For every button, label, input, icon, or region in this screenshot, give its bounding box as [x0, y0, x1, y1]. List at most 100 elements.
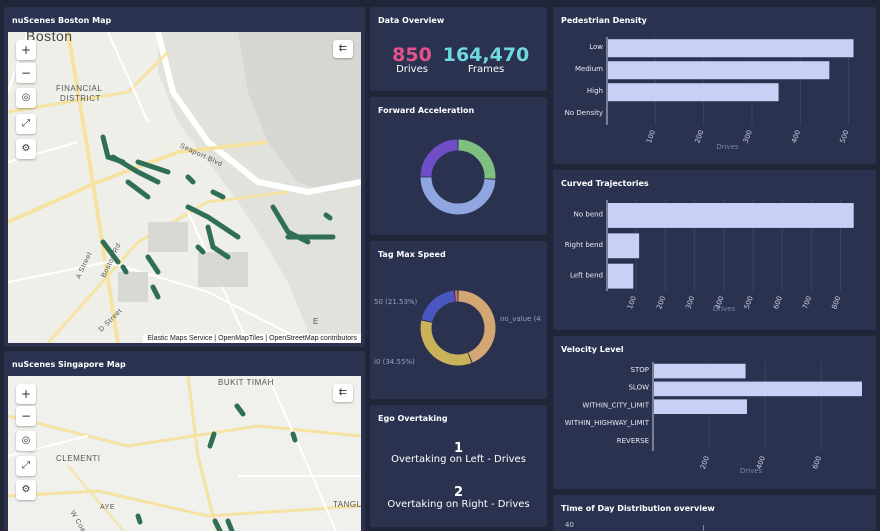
- panel-title: nuScenes Boston Map: [12, 16, 112, 25]
- singapore-map-canvas[interactable]: [8, 376, 361, 531]
- donut-slice[interactable]: [420, 139, 458, 177]
- category-label: WITHIN_HIGHWAY_LIMIT: [565, 419, 650, 427]
- axis-tick-label: 200: [693, 129, 705, 144]
- axis-label: Drives: [740, 467, 763, 475]
- bar[interactable]: [608, 203, 854, 228]
- velocity-level-chart: STOP SLOW WITHIN_CITY_LIMIT WITHIN_HIGHWAY_…: [565, 362, 862, 475]
- bar[interactable]: [608, 83, 779, 102]
- category-label: REVERSE: [617, 437, 649, 445]
- donut-slice[interactable]: [458, 290, 496, 363]
- bar[interactable]: [608, 263, 634, 289]
- panel-title: nuScenes Singapore Map: [12, 360, 126, 369]
- velocity-level-panel: Velocity Level STOP SLOW WITHIN_CITY_LIMIT…: [553, 336, 876, 489]
- bar[interactable]: [654, 381, 862, 397]
- axis-tick-label: 100: [645, 129, 657, 144]
- panel-title: Forward Acceleration: [378, 106, 475, 115]
- forward-acceleration-donut: [420, 139, 496, 215]
- pedestrian-density-chart: Low Medium High No Density 100 200 300 400 500 Dr…: [565, 37, 854, 151]
- pedestrian-density-panel: Pedestrian Density Low Medium High No Densi…: [553, 7, 876, 164]
- attribution-link[interactable]: OpenStreetMap contributors: [269, 335, 357, 342]
- axis-label: Drives: [716, 143, 739, 151]
- boston-map[interactable]: Boston FINANCIAL DISTRICT Seaport Blvd A…: [8, 32, 361, 343]
- layer-toggle-icon[interactable]: ⇇: [333, 384, 353, 402]
- axis-tick-label: 400: [790, 129, 802, 144]
- category-label: No Density: [565, 109, 603, 117]
- category-label: Medium: [575, 65, 603, 73]
- boston-map-canvas[interactable]: [8, 32, 361, 343]
- panel-title: Time of Day Distribution overview: [561, 504, 715, 513]
- category-label: Left bend: [570, 271, 603, 279]
- map-label-area: BUKIT TIMAH: [218, 378, 274, 387]
- axis-tick-label: 600: [772, 295, 784, 310]
- axis-tick-label: 300: [742, 129, 754, 144]
- fullscreen-button[interactable]: ⤢: [16, 114, 36, 134]
- axis-tick-label: 300: [684, 295, 696, 310]
- frames-count: 164,470: [442, 44, 530, 66]
- bar[interactable]: [608, 61, 830, 80]
- panel-title: Velocity Level: [561, 345, 624, 354]
- map-label-city: Boston: [26, 32, 73, 44]
- tools-button[interactable]: ⚙: [16, 139, 36, 159]
- locate-button[interactable]: ◎: [16, 88, 36, 108]
- overtaking-right-label: Overtaking on Right - Drives: [387, 499, 530, 510]
- donut-slice-label: no_value (4: [500, 315, 541, 323]
- tag-max-speed-donut: [420, 290, 496, 366]
- donut-slice-label: i0 (34.55%): [374, 358, 415, 366]
- axis-tick-label: 600: [811, 455, 823, 470]
- axis-tick-label: 40: [565, 521, 574, 529]
- bar[interactable]: [608, 233, 640, 259]
- donut-slice[interactable]: [420, 320, 472, 366]
- donut-slice[interactable]: [421, 290, 456, 323]
- axis-line: [703, 525, 704, 531]
- time-of-day-panel: Time of Day Distribution overview 40: [553, 495, 876, 531]
- overtaking-right-count: 2: [453, 485, 464, 500]
- donut-slice[interactable]: [458, 139, 496, 179]
- tag-max-speed-panel: Tag Max Speed 50 (21.53%) i0 (34.55%) no…: [370, 241, 547, 399]
- axis-label: Drives: [713, 305, 736, 313]
- donut-slice-label: 50 (21.53%): [374, 298, 418, 306]
- ego-overtaking-panel: Ego Overtaking 1 Overtaking on Left - Dr…: [370, 405, 547, 527]
- tools-button[interactable]: ⚙: [16, 480, 36, 500]
- layer-toggle-icon[interactable]: ⇇: [333, 40, 353, 58]
- map-label-district: DISTRICT: [60, 94, 101, 103]
- drives-label: Drives: [396, 64, 428, 75]
- axis-tick-label: 200: [699, 455, 711, 470]
- bar[interactable]: [654, 399, 747, 414]
- map-label-street: E: [313, 317, 319, 326]
- zoom-in-button[interactable]: +: [16, 40, 36, 60]
- attribution-link[interactable]: OpenMapTiles: [218, 335, 264, 342]
- axis-tick-label: 800: [830, 295, 842, 310]
- overtaking-left-count: 1: [453, 441, 464, 456]
- panel-title: Curved Trajectories: [561, 179, 649, 188]
- map-label-area: CLEMENTI: [56, 454, 101, 463]
- axis-tick-label: 100: [626, 295, 638, 310]
- panel-title: Ego Overtaking: [378, 414, 448, 423]
- axis-tick-label: 200: [655, 295, 667, 310]
- zoom-in-button[interactable]: +: [16, 384, 36, 404]
- category-label: No bend: [574, 211, 603, 219]
- attribution-link[interactable]: Elastic Maps Service: [147, 335, 213, 342]
- frames-label: Frames: [467, 64, 505, 75]
- forward-acceleration-panel: Forward Acceleration: [370, 97, 547, 235]
- locate-button[interactable]: ◎: [16, 431, 36, 451]
- category-label: Right bend: [565, 241, 603, 249]
- category-label: High: [587, 87, 603, 95]
- curved-trajectories-panel: Curved Trajectories No bend Right bend Lef…: [553, 170, 876, 330]
- bar[interactable]: [654, 363, 746, 379]
- fullscreen-button[interactable]: ⤢: [16, 456, 36, 476]
- axis-tick-label: 500: [743, 295, 755, 310]
- donut-slice[interactable]: [420, 177, 496, 215]
- overtaking-left-label: Overtaking on Left - Drives: [391, 454, 526, 465]
- panel-title: Data Overview: [378, 16, 445, 25]
- axis-tick-label: 500: [838, 129, 850, 144]
- bar[interactable]: [608, 39, 854, 58]
- zoom-out-button[interactable]: −: [16, 406, 36, 426]
- map-label-district: FINANCIAL: [56, 84, 103, 93]
- zoom-out-button[interactable]: −: [16, 63, 36, 83]
- axis-tick-label: 700: [801, 295, 813, 310]
- category-label: STOP: [631, 366, 649, 374]
- map-label-area: AYE: [100, 504, 115, 511]
- category-label: WITHIN_CITY_LIMIT: [582, 401, 649, 409]
- singapore-map[interactable]: BUKIT TIMAH CLEMENTI AYE TANGLIN W Coast…: [8, 376, 361, 531]
- category-label: Low: [589, 43, 603, 51]
